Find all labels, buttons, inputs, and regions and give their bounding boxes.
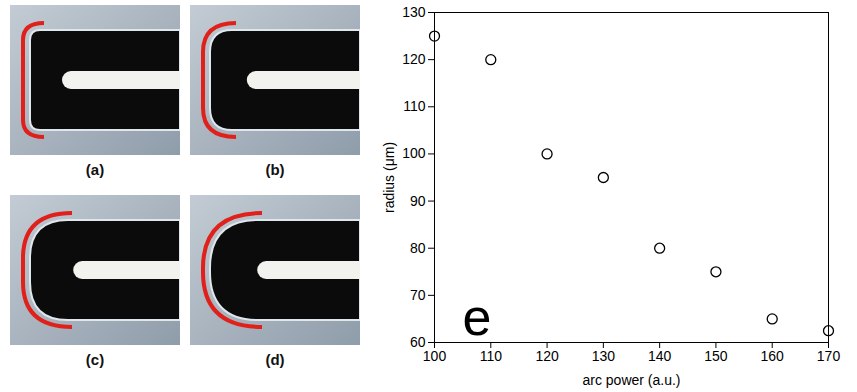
svg-text:150: 150 (704, 348, 728, 364)
svg-text:radius (μm): radius (μm) (381, 142, 397, 213)
svg-text:70: 70 (410, 287, 426, 303)
svg-text:120: 120 (535, 348, 559, 364)
svg-text:e: e (463, 288, 492, 346)
svg-text:80: 80 (410, 240, 426, 256)
svg-text:110: 110 (480, 348, 503, 364)
svg-text:130: 130 (592, 348, 616, 364)
html-text:(d): (d) (265, 351, 285, 368)
svg-text:100: 100 (402, 145, 426, 161)
html-text:(a): (a) (85, 161, 105, 178)
svg-text:60: 60 (409, 334, 426, 350)
svg-text:90: 90 (410, 193, 426, 209)
svg-text:140: 140 (648, 348, 672, 364)
svg-text:160: 160 (761, 348, 785, 364)
svg-text:120: 120 (402, 51, 426, 67)
html-text:(b): (b) (265, 161, 285, 178)
svg-text:arc power (a.u.): arc power (a.u.) (582, 372, 680, 388)
svg-text:130: 130 (402, 4, 426, 20)
svg-text:100: 100 (423, 348, 447, 364)
svg-text:110: 110 (403, 98, 426, 114)
html-text:(c): (c) (85, 351, 105, 368)
svg-text:170: 170 (817, 348, 841, 364)
